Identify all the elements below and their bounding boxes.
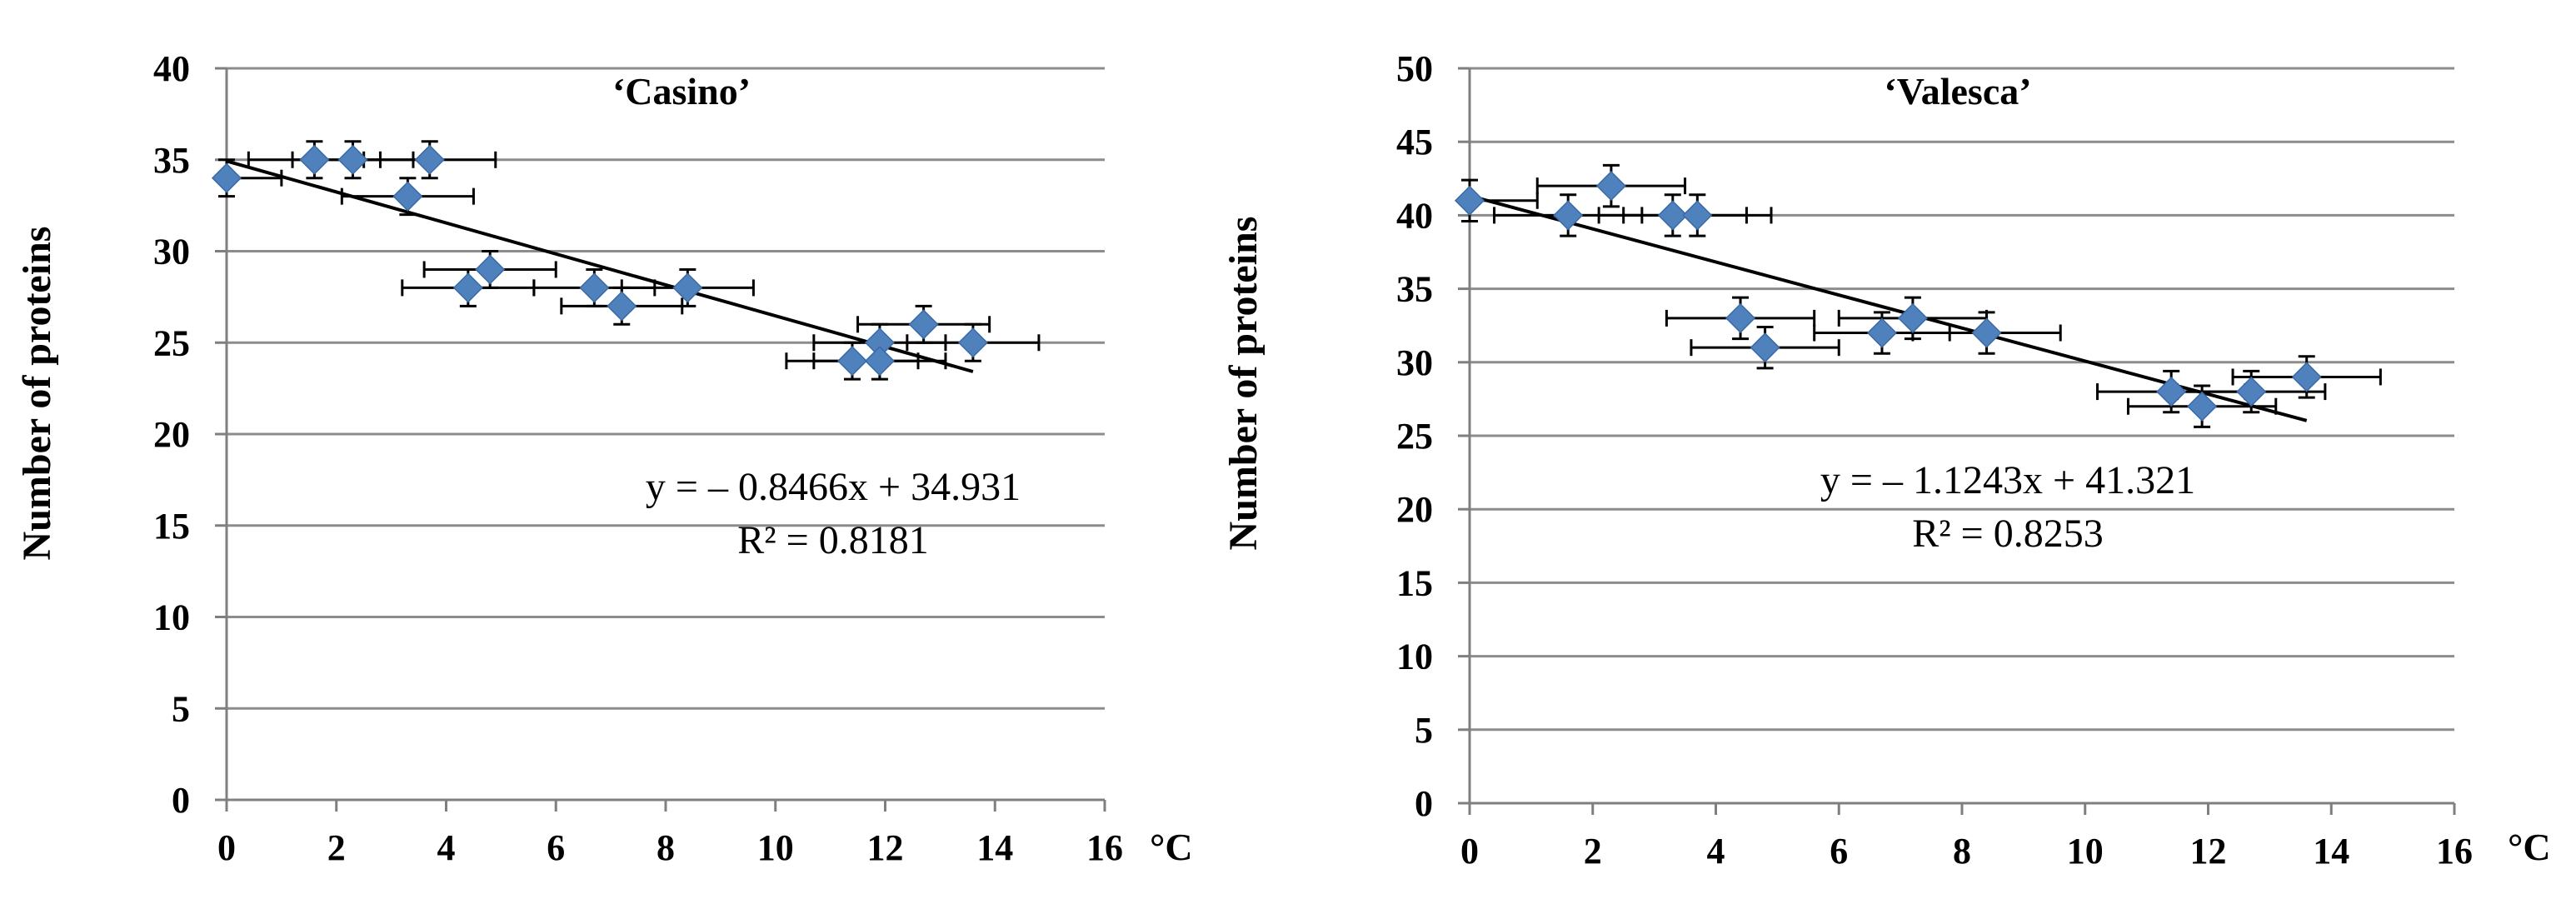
data-point (475, 254, 506, 285)
x-tick-label: 10 (2067, 831, 2104, 872)
data-point (908, 309, 939, 340)
trendline-equation: y = – 0.8466x + 34.931 (646, 465, 1021, 509)
data-point (1725, 302, 1756, 333)
data-point (337, 144, 368, 175)
data-point (414, 144, 445, 175)
data-point (2187, 391, 2218, 422)
plot-area: 0 5 10 15 20 25 30 35 40 0 2 4 6 8 10 12 14 16 (153, 48, 1123, 868)
x-tick-label: 16 (1086, 827, 1123, 868)
y-tick-label: 30 (153, 232, 190, 272)
y-tick-label: 0 (172, 780, 190, 821)
trendline-r-squared: R² = 0.8253 (1912, 512, 2103, 556)
x-axis-label: °C (1150, 826, 1193, 868)
trendline (226, 159, 974, 373)
y-axis-label: Number of proteins (15, 227, 59, 561)
y-tick-label: 45 (1396, 122, 1433, 162)
x-tick-label: 6 (547, 827, 565, 868)
data-point (2236, 377, 2267, 407)
x-tick-label: 4 (437, 827, 456, 868)
x-tick-label: 8 (1953, 831, 1971, 872)
data-point (864, 346, 895, 377)
x-tick-label: 0 (1460, 831, 1479, 872)
y-tick-label: 0 (1415, 783, 1433, 824)
data-point (672, 272, 703, 303)
x-tick-label: 12 (2190, 831, 2227, 872)
y-axis-label: Number of proteins (1221, 217, 1266, 551)
chart-title: ‘Casino’ (612, 70, 751, 112)
y-tick-label: 50 (1396, 48, 1433, 89)
y-tick-label: 40 (1396, 195, 1433, 236)
x-tick-label: 4 (1707, 831, 1725, 872)
chart-casino: 0 5 10 15 20 25 30 35 40 0 2 4 6 8 10 12 14 16 ‘Casino’ N… (15, 48, 1193, 868)
y-tick-label: 40 (153, 48, 190, 89)
data-point (1682, 200, 1713, 231)
chart-title: ‘Valesca’ (1884, 70, 2031, 112)
data-point (1866, 317, 1898, 348)
x-tick-label: 12 (867, 827, 904, 868)
data-point (2156, 377, 2187, 407)
data-point (1657, 200, 1688, 231)
data-point (1897, 302, 1928, 333)
y-tick-label: 15 (153, 506, 190, 547)
data-point (392, 181, 423, 212)
x-axis-label: °C (2508, 826, 2551, 868)
data-point (579, 272, 610, 303)
trendline-r-squared: R² = 0.8181 (737, 518, 928, 562)
data-point (1750, 332, 1780, 363)
x-tick-label: 14 (976, 827, 1013, 868)
data-point (836, 346, 868, 377)
data-point (452, 272, 483, 303)
y-tick-label: 15 (1396, 562, 1433, 603)
y-tick-label: 25 (1396, 416, 1433, 457)
y-tick-label: 10 (153, 597, 190, 638)
data-point (1595, 171, 1626, 202)
plot-area: 0 5 10 15 20 25 30 35 40 45 50 0 2 4 6 8 10 12 14 16 (1396, 48, 2473, 872)
x-tick-label: 2 (1584, 831, 1602, 872)
x-tick-label: 16 (2436, 831, 2473, 872)
trendline-equation: y = – 1.1243x + 41.321 (1820, 458, 2195, 502)
y-tick-label: 5 (172, 688, 190, 729)
x-tick-label: 2 (327, 827, 346, 868)
y-tick-label: 30 (1396, 342, 1433, 383)
data-markers (1454, 171, 2322, 422)
y-tick-label: 25 (153, 322, 190, 363)
chart-valesca: 0 5 10 15 20 25 30 35 40 45 50 0 2 4 6 8 10 12 14 16 ‘Vales… (1221, 48, 2551, 872)
x-tick-label: 14 (2313, 831, 2349, 872)
x-tick-label: 0 (217, 827, 236, 868)
y-tick-label: 20 (1396, 489, 1433, 530)
y-tick-label: 10 (1396, 637, 1433, 677)
x-tick-label: 6 (1830, 831, 1848, 872)
x-tick-label: 10 (757, 827, 794, 868)
data-point (1971, 317, 2002, 348)
data-point (957, 327, 988, 358)
data-markers (211, 144, 988, 377)
x-tick-label: 8 (656, 827, 675, 868)
y-tick-label: 35 (153, 140, 190, 181)
y-tick-label: 35 (1396, 269, 1433, 310)
data-point (1454, 185, 1485, 216)
data-point (1553, 200, 1584, 231)
y-tick-label: 20 (153, 414, 190, 455)
y-tick-label: 5 (1415, 710, 1433, 751)
data-point (211, 162, 242, 193)
data-point (299, 144, 330, 175)
data-point (2291, 362, 2322, 392)
data-point (607, 291, 637, 322)
